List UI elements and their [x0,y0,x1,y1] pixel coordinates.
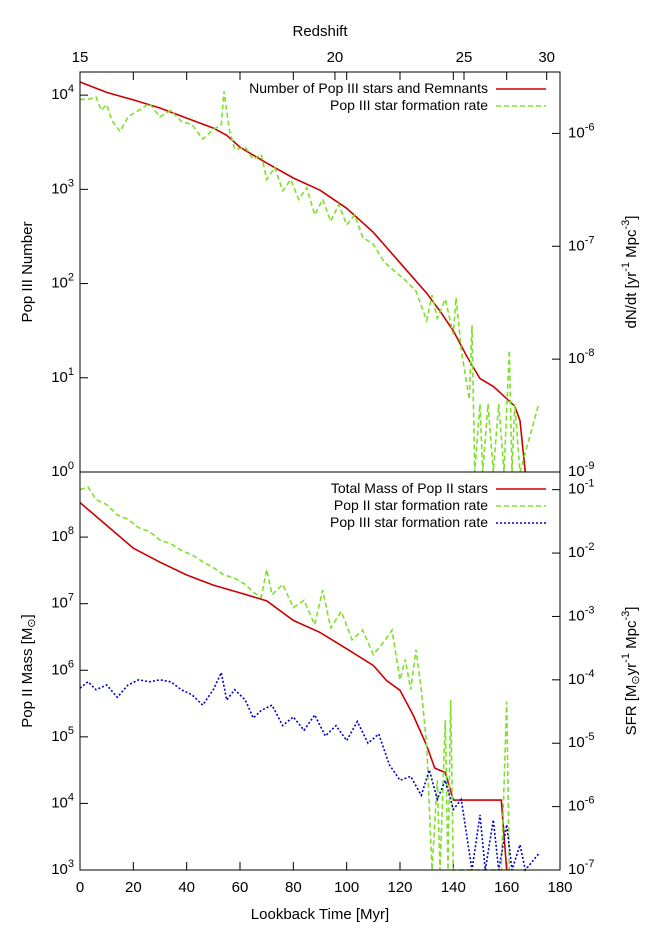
y-tick-label: 100 [51,460,74,480]
y-tick-label: 106 [51,658,74,678]
x-tick-label: 180 [547,879,572,896]
y2-tick-label: 10-7 [568,234,594,254]
x2-tick-label: 30 [538,49,555,66]
y2-tick-label: 10-4 [568,668,594,688]
series-line [79,486,511,871]
legend-label: Pop III star formation rate [330,514,488,530]
legend-label: Pop II star formation rate [334,497,488,513]
y2-tick-label: 10-8 [568,347,594,367]
legend-label: Pop III star formation rate [330,97,488,113]
y-tick-label: 103 [51,858,74,878]
x-tick-label: 140 [441,879,466,896]
x2-tick-label: 15 [72,49,89,66]
x-tick-label: 160 [494,879,519,896]
y-tick-label: 104 [51,83,74,103]
y-tick-label: 104 [51,791,74,811]
y2-axis-label: SFR [M⊙yr-1 Mpc-3] [620,607,642,736]
plot-frame [79,471,561,871]
series-line [79,501,508,871]
legend-label: Total Mass of Pop II stars [331,480,488,496]
legend-label: Number of Pop III stars and Remnants [249,80,488,96]
y2-tick-label: 10-7 [568,858,594,878]
y2-tick-label: 10-6 [568,795,594,815]
x-tick-label: 40 [178,879,195,896]
x-tick-label: 120 [387,879,412,896]
y-tick-label: 107 [51,592,74,612]
y2-axis-label: dN/dt [yr-1 Mpc-3] [620,216,640,329]
x-axis-label: Lookback Time [Myr] [251,906,389,923]
y2-tick-label: 10-9 [568,460,594,480]
y-tick-label: 108 [51,525,74,545]
x-tick-label: 100 [334,879,359,896]
x2-tick-label: 20 [327,49,344,66]
y-axis-label: Pop II Mass [M⊙] [19,614,38,727]
series-line [79,81,527,473]
x-tick-label: 0 [76,879,84,896]
x2-tick-label: 25 [456,49,473,66]
y2-tick-label: 10-3 [568,604,594,624]
y-tick-label: 105 [51,725,74,745]
x2-axis-label: Redshift [292,23,348,40]
y-tick-label: 101 [51,366,74,386]
y-axis-label: Pop III Number [19,222,36,323]
x-tick-label: 80 [285,879,302,896]
series-line [80,91,540,473]
series-line [79,670,540,872]
x-tick-label: 60 [232,879,249,896]
y2-tick-label: 10-6 [568,121,594,141]
y-tick-label: 103 [51,177,74,197]
y-tick-label: 102 [51,271,74,291]
x-tick-label: 20 [125,879,142,896]
y2-tick-label: 10-2 [568,541,594,561]
y2-tick-label: 10-5 [568,731,594,751]
y2-tick-label: 10-1 [568,478,594,498]
